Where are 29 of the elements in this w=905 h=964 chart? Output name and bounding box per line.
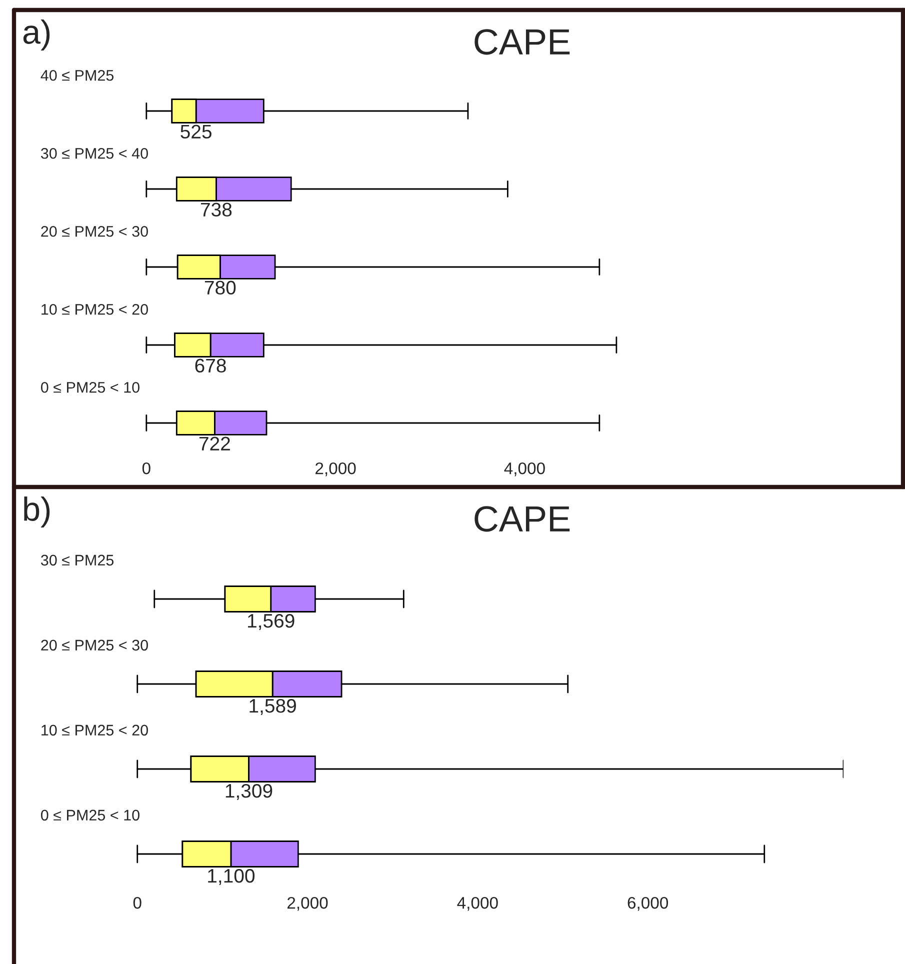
text: 1,569 <box>248 614 294 630</box>
y-tick-label: 40 ≤ PM25 <box>40 70 114 81</box>
x-tick-label: 4,000 <box>504 462 545 476</box>
text: 1,589 <box>250 698 296 716</box>
y-tick-label: 10 ≤ PM25 < 20 <box>42 304 148 315</box>
y-tick-label: 0 ≤ PM25 < 10 <box>40 810 140 821</box>
y-tick-label: 20 ≤ PM25 < 30 <box>41 226 148 237</box>
annotation: a) <box>23 19 50 51</box>
x-tick-label: 0 <box>133 896 142 909</box>
text: b) <box>24 496 50 528</box>
text: 1,100 <box>208 868 255 886</box>
text: 722 <box>199 436 230 450</box>
y-tick-label: 0 ≤ PM25 < 10 <box>40 382 140 393</box>
y-tick-label: 20 ≤ PM25 < 30 <box>41 640 148 651</box>
y-tick-label: 10 ≤ PM25 < 20 <box>42 724 148 736</box>
text: 678 <box>195 358 226 373</box>
y-tick-label: 30 ≤ PM25 <box>40 554 114 566</box>
text: 525 <box>180 124 212 139</box>
x-tick-label: 4,000 <box>457 896 498 911</box>
chart-title: CAPE <box>474 29 570 55</box>
x-tick-label: 6,000 <box>628 896 668 911</box>
x-tick-label: 2,000 <box>316 462 356 476</box>
x-tick-label: 2,000 <box>288 896 328 911</box>
text: 1,309 <box>226 784 272 800</box>
chart-title: CAPE <box>474 506 570 532</box>
text: 780 <box>204 280 236 295</box>
text: 738 <box>200 202 232 217</box>
y-tick-label: 30 ≤ PM25 < 40 <box>40 148 148 159</box>
x-tick-label: 0 <box>142 462 150 474</box>
